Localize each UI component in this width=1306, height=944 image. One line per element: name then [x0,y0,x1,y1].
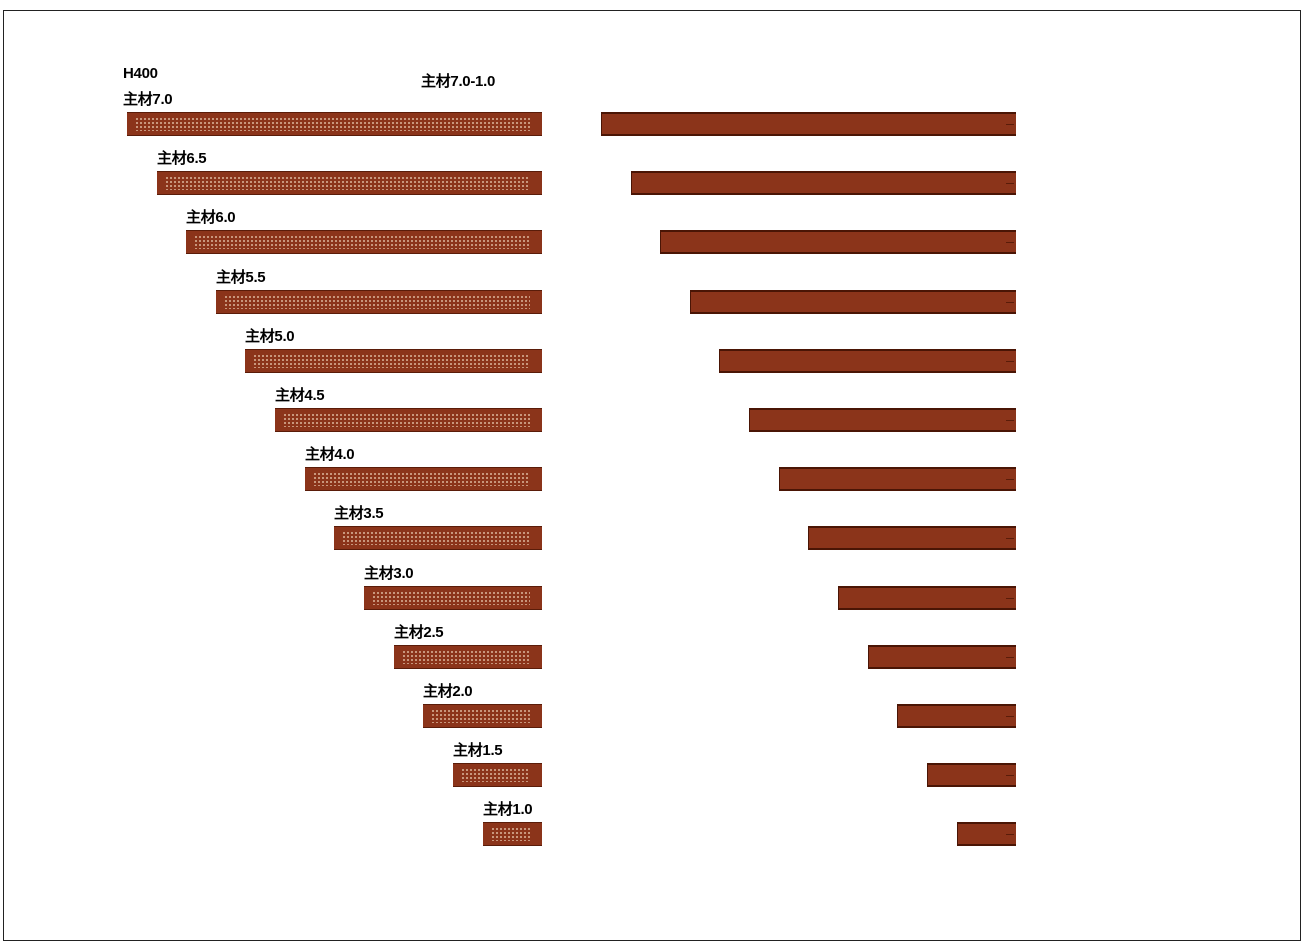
end-mark [1006,834,1014,835]
member-bar-plan [216,290,542,314]
member-bar-elevation [927,763,1016,787]
member-bar-plan [245,349,542,373]
bolt-holes [253,354,530,368]
member-bar-plan [334,526,542,550]
end-mark [1006,598,1014,599]
member-label: 主材3.5 [334,505,384,522]
member-label: 主材2.5 [394,624,444,641]
bolt-holes [165,176,530,190]
member-bar-plan [127,112,542,136]
member-bar-plan [364,586,542,610]
end-mark [1006,242,1014,243]
bolt-holes [194,235,530,249]
bolt-holes [372,591,530,605]
bolt-holes [283,413,530,427]
bolt-holes [491,827,530,841]
bolt-holes [461,768,530,782]
bolt-holes [431,709,530,723]
member-bar-elevation [808,526,1016,550]
bolt-holes [402,650,530,664]
member-label: 主材4.5 [275,387,325,404]
bolt-holes [135,117,530,131]
end-mark [1006,361,1014,362]
member-label: 主材6.0 [186,209,236,226]
member-bar-elevation [868,645,1016,669]
member-bar-elevation [690,290,1016,314]
member-bar-elevation [838,586,1016,610]
end-mark [1006,775,1014,776]
end-mark [1006,538,1014,539]
member-bar-elevation [601,112,1016,136]
member-bar-elevation [749,408,1016,432]
member-bar-plan [275,408,542,432]
bolt-holes [342,531,530,545]
member-bar-elevation [897,704,1016,728]
member-bar-elevation [779,467,1016,491]
member-bar-plan [483,822,542,846]
end-mark [1006,716,1014,717]
end-mark [1006,124,1014,125]
member-bar-plan [423,704,542,728]
member-label: 主材6.5 [157,150,207,167]
bolt-holes [224,295,530,309]
member-label: 主材1.5 [453,742,503,759]
end-mark [1006,657,1014,658]
member-label: 主材5.0 [245,328,295,345]
member-bar-plan [186,230,542,254]
member-label: 主材1.0 [483,801,533,818]
bolt-holes [313,472,530,486]
member-bar-elevation [957,822,1016,846]
member-label: 主材7.0 [123,91,173,108]
member-bar-plan [453,763,542,787]
member-bar-elevation [631,171,1016,195]
member-label: 主材5.5 [216,269,266,286]
member-bar-elevation [719,349,1016,373]
end-mark [1006,183,1014,184]
member-bar-plan [394,645,542,669]
member-label: 主材2.0 [423,683,473,700]
member-label: 主材4.0 [305,446,355,463]
member-label: 主材3.0 [364,565,414,582]
member-bar-plan [305,467,542,491]
end-mark [1006,420,1014,421]
right-column-title: 主材7.0-1.0 [421,73,495,90]
drawing-frame [3,10,1301,941]
end-mark [1006,479,1014,480]
member-bar-plan [157,171,542,195]
member-bar-elevation [660,230,1016,254]
end-mark [1006,302,1014,303]
section-title: H400 [123,65,158,82]
